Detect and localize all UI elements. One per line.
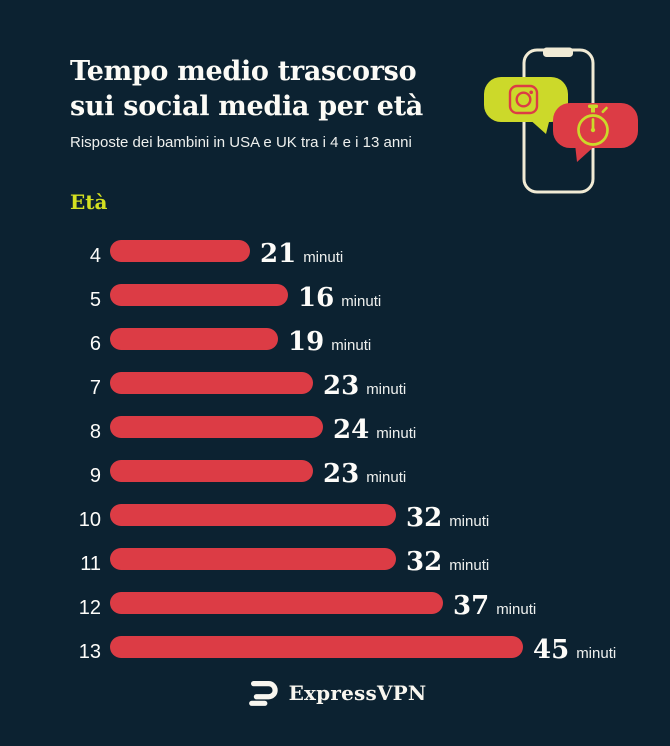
age-axis-label: Età [70,190,108,214]
value-bar [110,284,288,306]
age-tick-label: 6 [89,333,101,355]
value-unit: minuti [366,469,407,486]
brand-wordmark: ExpressVPN [288,681,427,705]
value-number: 21 [260,239,297,269]
chart-row: 6 19 minuti [0,327,670,357]
age-tick-label: 5 [89,289,101,311]
age-tick-label: 10 [78,509,101,531]
page-title-line-2: sui social media per età [70,91,423,122]
value-bar [110,592,443,614]
speech-bubble-red [553,103,638,162]
chart-row: 11 32 minuti [0,547,670,577]
value-number: 32 [406,503,443,533]
value-number: 37 [453,591,490,621]
age-tick-label: 9 [89,465,101,487]
value-unit: minuti [366,381,407,398]
value-number: 19 [288,327,325,357]
age-tick-label: 11 [80,553,101,575]
chart-row: 10 32 minuti [0,503,670,533]
brand-logo: ExpressVPN [0,678,670,708]
chart-row: 9 23 minuti [0,459,670,489]
value-number: 32 [406,547,443,577]
value-bar [110,240,250,262]
value-number: 16 [298,283,335,313]
value-number: 23 [323,459,360,489]
page-subtitle: Risposte dei bambini in USA e UK tra i 4… [70,134,412,151]
chart-row: 12 37 minuti [0,591,670,621]
phone-notch [543,47,573,57]
value-unit: minuti [331,337,372,354]
page-title: Tempo medio trascorso sui social media p… [70,54,423,124]
value-number: 24 [333,415,370,445]
value-bar [110,372,313,394]
value-bar [110,460,313,482]
value-bar [110,328,278,350]
age-tick-label: 12 [78,597,101,619]
value-unit: minuti [576,645,617,662]
value-unit: minuti [303,249,344,266]
chart-row: 8 24 minuti [0,415,670,445]
value-unit: minuti [496,601,537,618]
stopwatch-icon [577,104,609,146]
chart-row: 5 16 minuti [0,283,670,313]
chart-row: 13 45 minuti [0,635,670,665]
value-unit: minuti [449,513,490,530]
age-tick-label: 4 [89,245,101,267]
value-number: 23 [323,371,360,401]
speech-bubble-green [484,77,568,134]
value-bar [110,416,323,438]
age-tick-label: 13 [78,641,101,663]
instagram-icon [508,84,539,115]
age-tick-label: 7 [89,377,101,399]
value-unit: minuti [341,293,382,310]
value-bar [110,548,396,570]
value-bar [110,636,523,658]
expressvpn-logo-icon [248,681,278,706]
chart-row: 7 23 minuti [0,371,670,401]
age-tick-label: 8 [89,421,101,443]
value-unit: minuti [449,557,490,574]
page-title-line-1: Tempo medio trascorso [70,56,417,87]
value-bar [110,504,396,526]
bar-chart: 4 21 minuti 5 16 minuti 6 19 minuti 7 23 minuti 8 24 m… [0,240,670,680]
phone-illustration [484,47,638,194]
value-unit: minuti [376,425,417,442]
value-number: 45 [533,635,570,665]
chart-row: 4 21 minuti [0,239,670,269]
